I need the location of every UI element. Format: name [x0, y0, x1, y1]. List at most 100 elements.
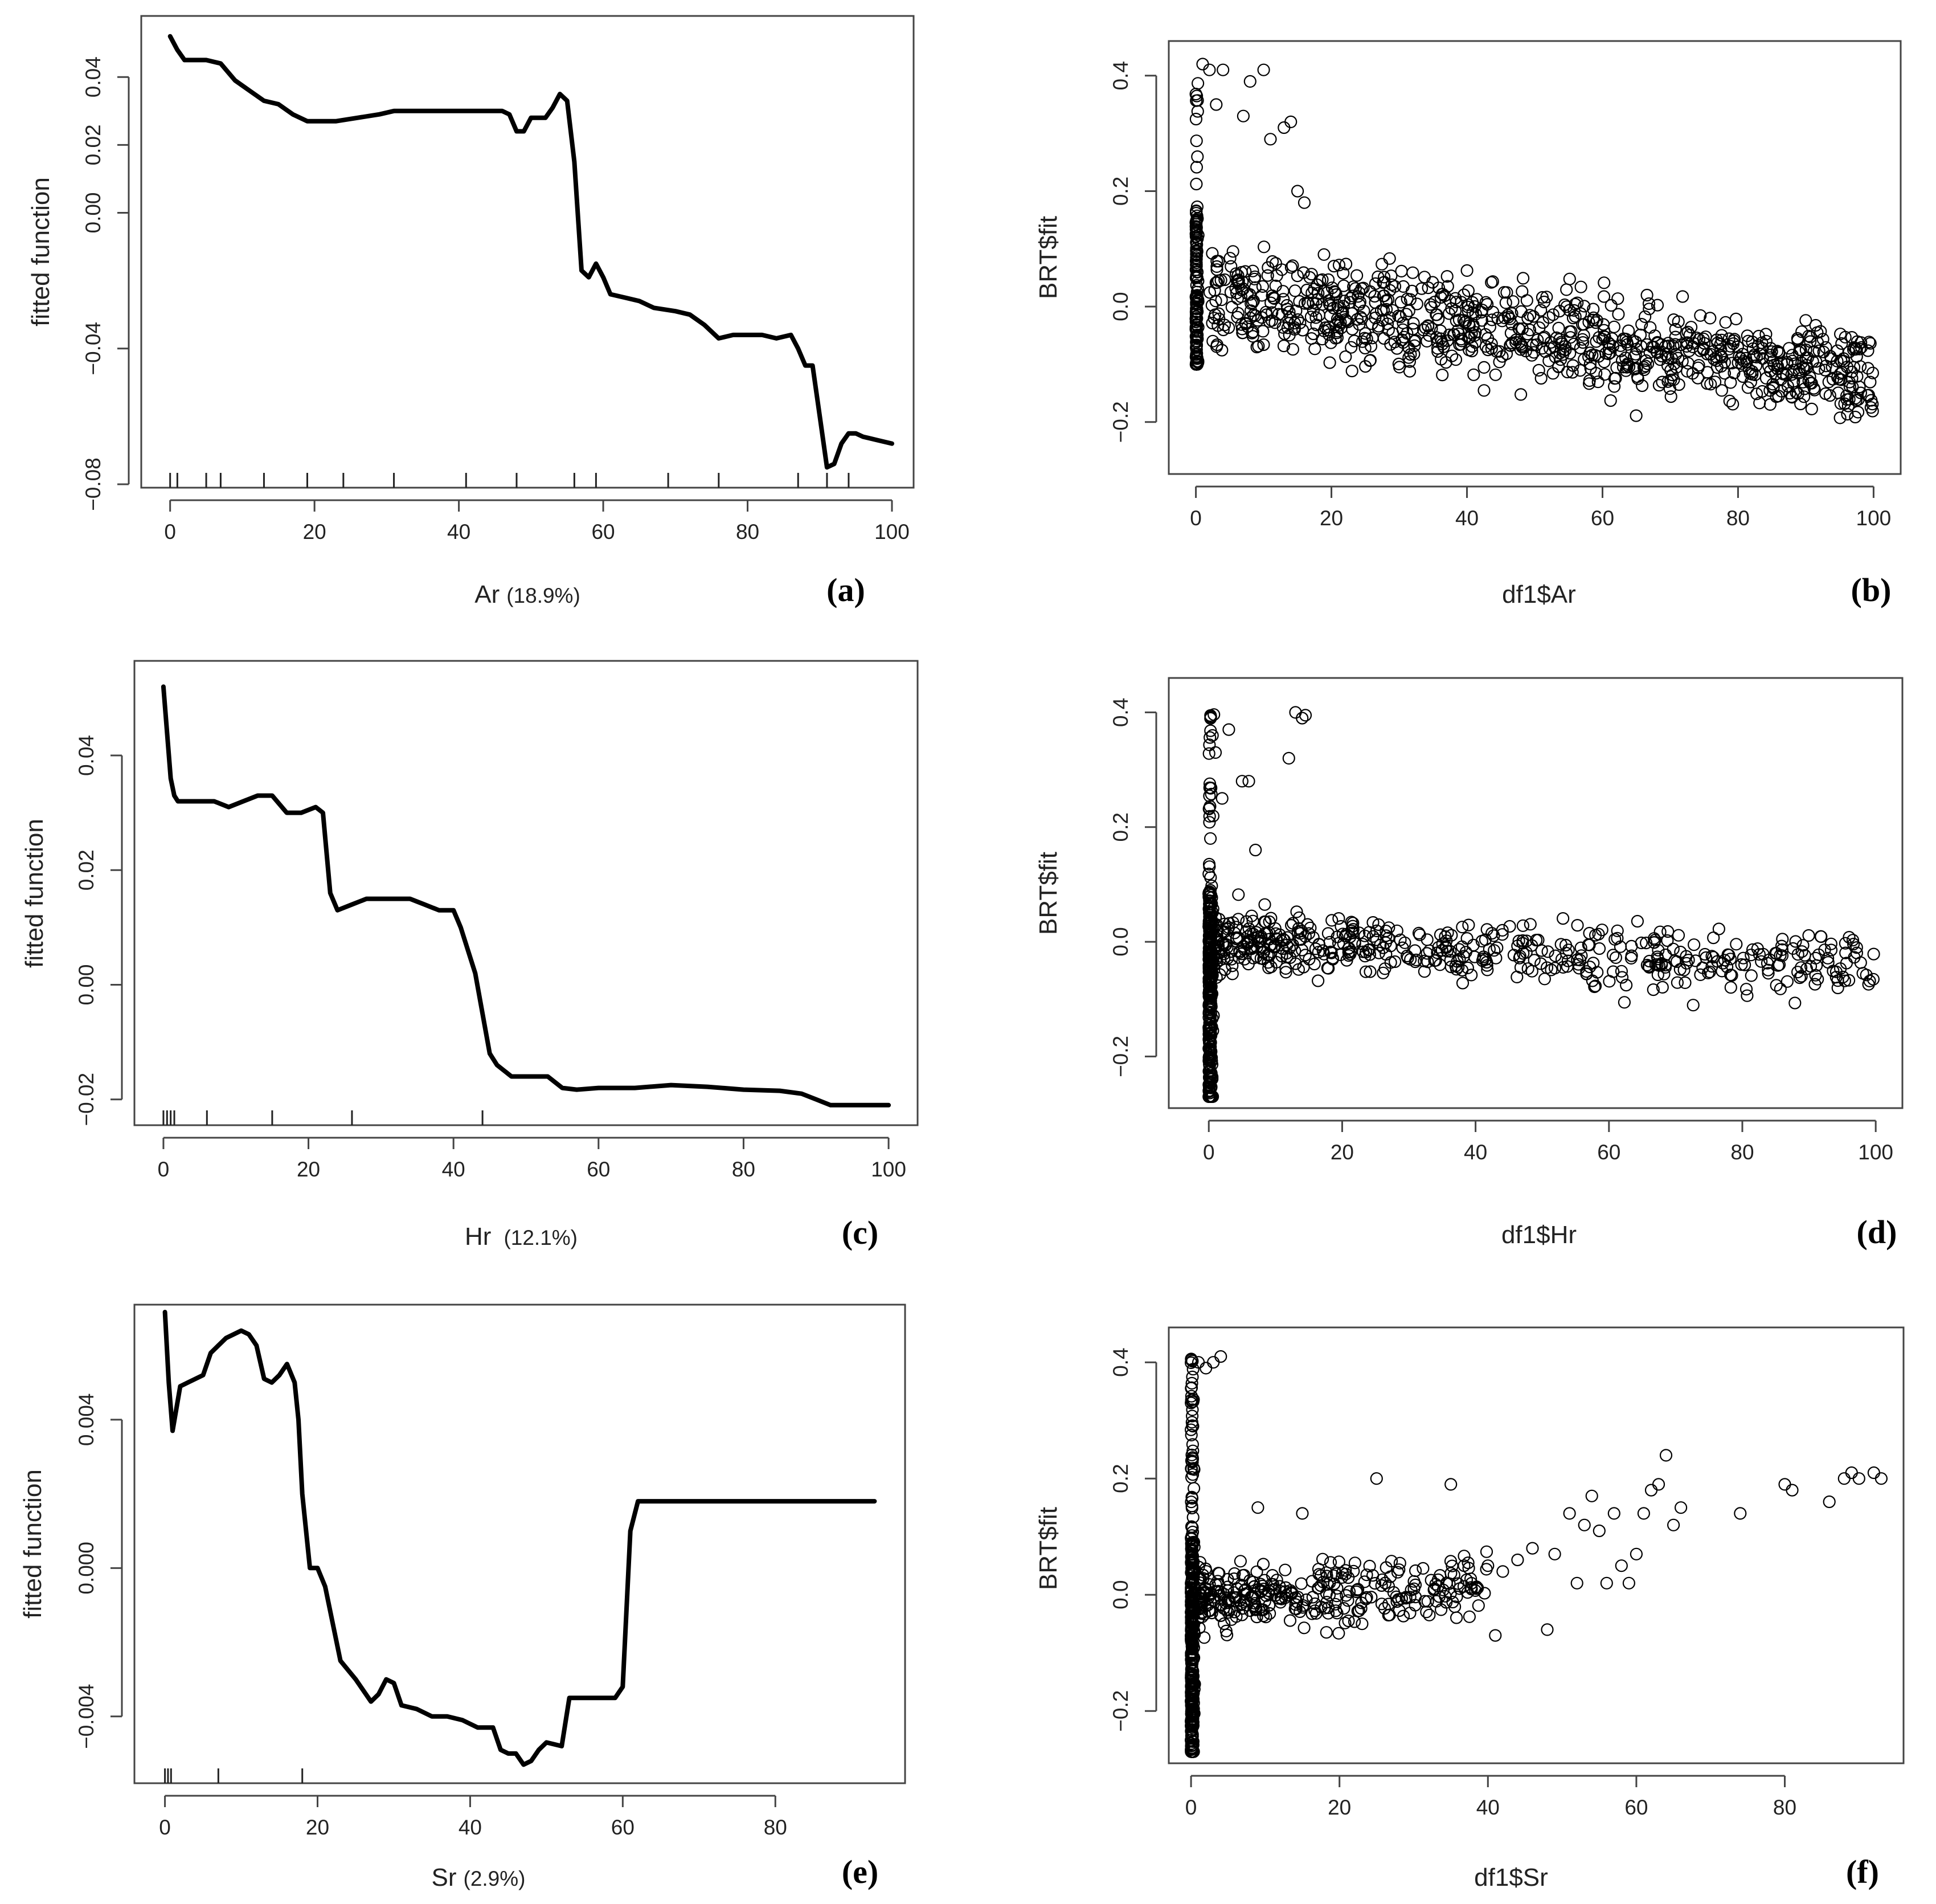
- panel-f-point: [1186, 1563, 1199, 1576]
- panel-b-point: [1799, 314, 1812, 327]
- panel-d-point: [1588, 980, 1601, 994]
- panel-a-curve-layer: [167, 34, 894, 470]
- panel-d-point: [1867, 973, 1880, 986]
- panel-d-point: [1363, 948, 1377, 961]
- panel-b-point: [1741, 381, 1754, 394]
- panel-d-point: [1312, 974, 1325, 987]
- panel-f-point: [1185, 1428, 1198, 1441]
- panel-b-point: [1534, 304, 1548, 317]
- panel-d-point: [1291, 925, 1304, 938]
- panel-d-point: [1240, 915, 1253, 928]
- panel-d-point: [1808, 978, 1822, 991]
- panel-b-point: [1316, 298, 1329, 311]
- panel-b-point: [1230, 287, 1243, 300]
- panel-d-point: [1203, 816, 1216, 829]
- panel-a-x-tick-label: 20: [303, 520, 326, 544]
- panel-f-point: [1332, 1627, 1345, 1640]
- panel-b-point: [1436, 337, 1449, 351]
- panel-b-point: [1505, 307, 1518, 320]
- panel-b-point: [1756, 352, 1769, 365]
- panel-b-point: [1218, 318, 1231, 332]
- panel-b-point: [1643, 303, 1656, 316]
- panel-f-point: [1295, 1577, 1308, 1590]
- panel-b-point: [1266, 255, 1279, 268]
- panel-b-point: [1209, 295, 1222, 308]
- panel-d-point: [1203, 810, 1216, 823]
- panel-d-x-tick-label: 0: [1203, 1141, 1215, 1164]
- panel-f-point: [1320, 1626, 1333, 1639]
- panel-d-point: [1205, 987, 1218, 1001]
- panel-d-point: [1432, 941, 1445, 954]
- panel-f-point: [1570, 1576, 1583, 1590]
- panel-b-point: [1288, 284, 1301, 297]
- panel-b-point: [1500, 286, 1513, 299]
- panel-b-point: [1714, 343, 1728, 356]
- panel-f-point: [1607, 1507, 1620, 1520]
- panel-b-point: [1338, 295, 1351, 308]
- panel-f-point: [1667, 1518, 1680, 1531]
- panel-b-point: [1404, 348, 1417, 361]
- panel-d-point: [1345, 924, 1358, 938]
- panel-b-point: [1317, 248, 1331, 261]
- panel-c-y-tick-label: 0.00: [75, 964, 98, 1005]
- panel-b-point: [1590, 366, 1603, 380]
- panel-a-frame: [140, 15, 915, 489]
- panel-b-point: [1804, 330, 1817, 344]
- panel-d-point: [1205, 787, 1218, 800]
- panel-d-point: [1366, 916, 1380, 929]
- panel-b-point: [1642, 297, 1656, 310]
- panel-b-point: [1256, 280, 1269, 293]
- panel-d-point: [1382, 931, 1395, 945]
- panel-b-point: [1655, 349, 1668, 363]
- panel-f-point: [1186, 1712, 1200, 1725]
- panel-b-point: [1322, 273, 1335, 286]
- panel-b-point: [1206, 334, 1219, 348]
- panel-b-point: [1468, 300, 1481, 313]
- panel-b-point: [1631, 372, 1644, 385]
- panel-f-point: [1384, 1570, 1397, 1583]
- panel-b-point: [1634, 328, 1647, 342]
- panel-b-point: [1266, 289, 1279, 303]
- panel-b-point: [1324, 299, 1337, 312]
- panel-b-point: [1728, 366, 1741, 379]
- panel-d-point: [1843, 930, 1856, 944]
- panel-b-point: [1597, 290, 1611, 303]
- panel-b-point: [1460, 264, 1474, 277]
- panel-a-y-tick-label: −0.04: [81, 322, 105, 375]
- panel-b-point: [1319, 321, 1332, 334]
- panel-b-point: [1346, 322, 1359, 336]
- panel-f-point: [1300, 1593, 1313, 1607]
- panel-b-point: [1504, 312, 1517, 325]
- panel-b-point: [1438, 289, 1451, 303]
- panel-d-point: [1762, 963, 1775, 976]
- panel-b-point: [1628, 362, 1642, 376]
- panel-b-point: [1709, 375, 1722, 389]
- panel-d-point: [1631, 914, 1644, 928]
- panel-b-point: [1849, 342, 1862, 356]
- panel-b-point: [1298, 196, 1311, 209]
- panel-b-point: [1358, 327, 1372, 340]
- panel-f-point: [1470, 1580, 1483, 1594]
- panel-b-point: [1532, 363, 1545, 377]
- panel-b-point: [1723, 394, 1736, 408]
- panel-b-point: [1661, 352, 1675, 365]
- panel-d-point: [1205, 1089, 1218, 1103]
- panel-b-point: [1582, 377, 1596, 390]
- panel-b-point: [1449, 353, 1463, 366]
- panel-b-point: [1559, 343, 1572, 357]
- panel-f-point: [1548, 1547, 1561, 1560]
- panel-b-point: [1598, 324, 1611, 337]
- panel-f-point: [1329, 1597, 1342, 1611]
- panel-f-point: [1283, 1614, 1297, 1627]
- panel-b-point: [1205, 299, 1218, 312]
- panel-f-point: [1360, 1568, 1373, 1582]
- panel-b-point: [1483, 320, 1496, 333]
- panel-d-point: [1824, 943, 1838, 957]
- panel-f-point: [1375, 1579, 1388, 1592]
- panel-d-point: [1789, 935, 1802, 948]
- panel-b-point: [1555, 337, 1568, 350]
- panel-b-point: [1805, 402, 1818, 416]
- panel-d-point: [1867, 947, 1880, 961]
- panel-b-point: [1421, 319, 1435, 332]
- panel-b-point: [1785, 368, 1798, 381]
